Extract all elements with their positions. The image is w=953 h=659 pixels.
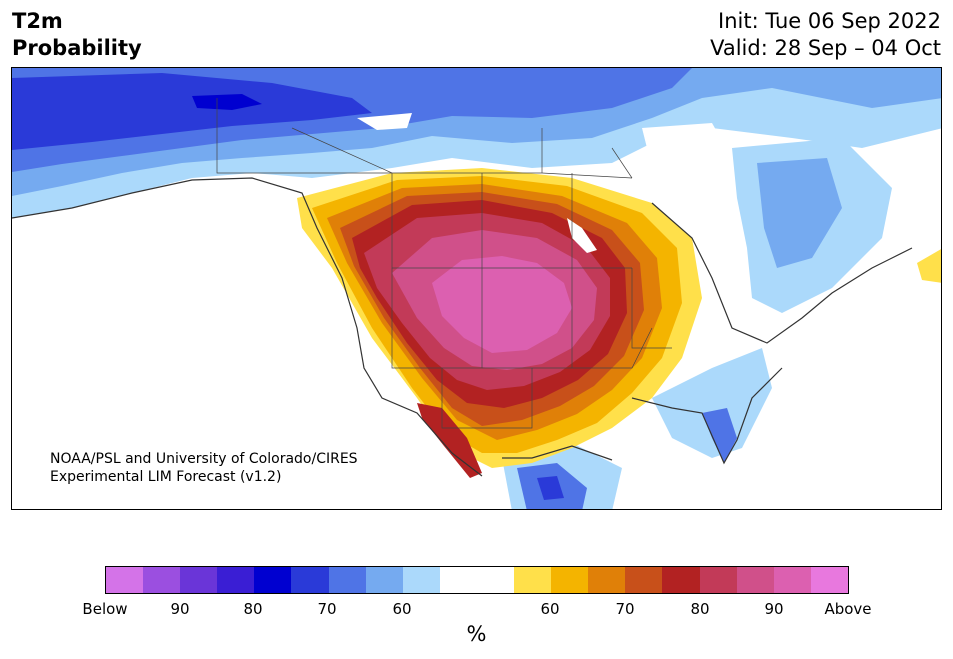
cold-region-east-canada-med — [757, 158, 842, 268]
colorbar-tick-label: 70 — [317, 600, 337, 618]
credit-text: NOAA/PSL and University of Colorado/CIRE… — [50, 450, 358, 486]
cold-region-southeast — [652, 348, 772, 458]
colorbar-tick-label: Above — [824, 600, 872, 618]
colorbar-segment — [180, 567, 218, 593]
lake-winnipeg — [567, 218, 597, 253]
colorbar-segment — [291, 567, 329, 593]
map-canvas — [12, 68, 941, 509]
colorbar-segment — [439, 567, 477, 593]
colorbar-segment — [551, 567, 589, 593]
valid-dates: Valid: 28 Sep – 04 Oct — [710, 36, 941, 60]
colorbar-tick-label: 80 — [243, 600, 263, 618]
colorbar-tick-label: 60 — [540, 600, 560, 618]
warm-region-95 — [432, 256, 572, 353]
ice-patch — [357, 113, 412, 130]
lake-hudson-bay — [642, 123, 732, 193]
title-line-2: Probability — [12, 36, 142, 60]
colorbar-segment — [625, 567, 663, 593]
colorbar-tick-label: 80 — [690, 600, 710, 618]
colorbar-segment — [773, 567, 811, 593]
init-date: Init: Tue 06 Sep 2022 — [718, 9, 941, 33]
warm-region-baja — [417, 403, 482, 478]
colorbar-segment — [143, 567, 181, 593]
cold-region-canada-core — [192, 94, 262, 110]
borders — [216, 98, 672, 429]
colorbar-unit: % — [466, 622, 487, 646]
colorbar-tick-label: 90 — [170, 600, 190, 618]
colorbar-segment — [402, 567, 440, 593]
credit-line-1: NOAA/PSL and University of Colorado/CIRE… — [50, 451, 358, 467]
cold-region-canada-deep — [12, 73, 372, 150]
title-line-1: T2m — [12, 9, 63, 33]
colorbar-segment — [662, 567, 700, 593]
colorbar-segment — [106, 567, 144, 593]
warm-region-maritime — [917, 249, 941, 283]
colorbar-tick-label: 70 — [615, 600, 635, 618]
colorbar-ticks: Below 90 80 70 60 60 70 80 90 Above — [0, 600, 953, 620]
colorbar-segment — [699, 567, 737, 593]
forecast-map: NOAA/PSL and University of Colorado/CIRE… — [11, 67, 942, 510]
colorbar-tick-label: 60 — [392, 600, 412, 618]
colorbar-segment — [328, 567, 366, 593]
map-title: T2m Probability — [12, 8, 142, 62]
colorbar-segment — [588, 567, 626, 593]
forecast-dates: Init: Tue 06 Sep 2022 Valid: 28 Sep – 04… — [710, 8, 941, 62]
colorbar-segment — [476, 567, 515, 593]
colorbar-tick-label: Below — [82, 600, 128, 618]
cold-region-mexico-core — [537, 476, 564, 500]
colorbar-segment — [736, 567, 774, 593]
colorbar-segment — [810, 567, 848, 593]
colorbar-segment — [217, 567, 255, 593]
colorbar-segment — [514, 567, 552, 593]
colorbar-segment — [365, 567, 403, 593]
coastlines — [12, 177, 913, 477]
colorbar — [105, 566, 849, 594]
cold-region-florida — [702, 408, 737, 463]
credit-line-2: Experimental LIM Forecast (v1.2) — [50, 469, 282, 485]
colorbar-segment — [254, 567, 292, 593]
colorbar-tick-label: 90 — [764, 600, 784, 618]
